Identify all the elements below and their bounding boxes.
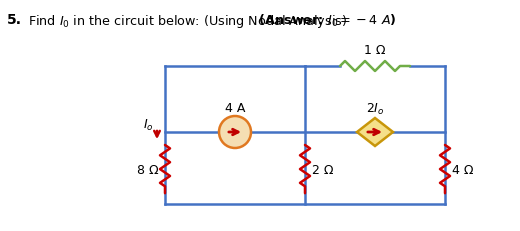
Polygon shape xyxy=(357,119,393,146)
Text: 2$I_o$: 2$I_o$ xyxy=(366,101,384,116)
Text: 1 Ω: 1 Ω xyxy=(364,44,386,57)
Text: 4 A: 4 A xyxy=(225,102,245,115)
Text: Find $I_0$ in the circuit below: (Using Nodal Analysis): Find $I_0$ in the circuit below: (Using … xyxy=(28,13,348,30)
Text: 8 Ω: 8 Ω xyxy=(137,163,159,176)
Text: 4 Ω: 4 Ω xyxy=(452,163,474,176)
Text: 2 Ω: 2 Ω xyxy=(312,163,334,176)
Text: (Answer: $I_0 = -4$ $A$): (Answer: $I_0 = -4$ $A$) xyxy=(28,13,397,29)
Circle shape xyxy=(219,116,251,148)
Text: $I_o$: $I_o$ xyxy=(142,117,153,132)
Text: 5.: 5. xyxy=(7,13,22,27)
